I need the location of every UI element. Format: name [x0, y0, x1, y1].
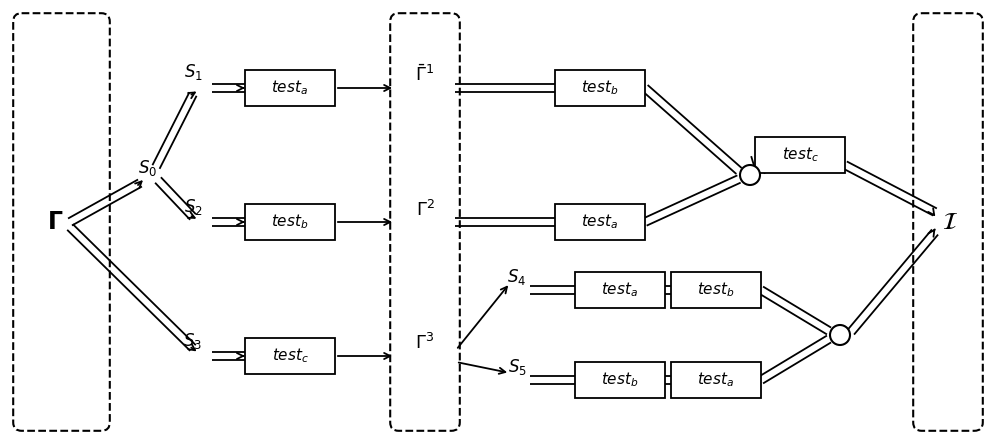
Bar: [245, 70, 335, 106]
Circle shape: [740, 165, 760, 185]
Text: $S_0$: $S_0$: [139, 158, 157, 178]
Text: $\mathit{test}_{a}$: $\mathit{test}_{a}$: [697, 371, 735, 389]
Bar: [671, 362, 761, 398]
Bar: [245, 204, 335, 240]
Text: $S_4$: $S_4$: [508, 267, 527, 287]
Text: $\Gamma^3$: $\Gamma^3$: [416, 333, 435, 353]
Circle shape: [830, 325, 850, 345]
Bar: [245, 338, 335, 374]
Bar: [755, 137, 845, 173]
Text: $\mathcal{I}$: $\mathcal{I}$: [942, 210, 958, 234]
Text: $\bar{\Gamma}^1$: $\bar{\Gamma}^1$: [416, 65, 435, 85]
Text: $\mathit{test}_{b}$: $\mathit{test}_{b}$: [697, 281, 735, 299]
Text: $\mathit{test}_{c}$: $\mathit{test}_{c}$: [271, 347, 309, 365]
Text: $\mathbf{\Gamma}$: $\mathbf{\Gamma}$: [47, 210, 63, 234]
Bar: [555, 70, 645, 106]
Text: $S_1$: $S_1$: [183, 62, 203, 82]
Text: $S_3$: $S_3$: [183, 331, 203, 351]
Text: $\mathit{test}_{a}$: $\mathit{test}_{a}$: [271, 79, 309, 97]
Bar: [575, 272, 665, 308]
Text: $\mathit{test}_{c}$: $\mathit{test}_{c}$: [781, 146, 819, 164]
Bar: [575, 362, 665, 398]
Text: $\mathit{test}_{a}$: $\mathit{test}_{a}$: [581, 213, 619, 231]
Bar: [671, 272, 761, 308]
Text: $S_5$: $S_5$: [508, 357, 527, 377]
Bar: [555, 204, 645, 240]
Text: $\Gamma^2$: $\Gamma^2$: [416, 200, 435, 220]
Text: $S_2$: $S_2$: [183, 197, 202, 217]
Text: $\mathit{test}_{b}$: $\mathit{test}_{b}$: [601, 371, 639, 389]
Text: $\mathit{test}_{b}$: $\mathit{test}_{b}$: [271, 213, 309, 231]
Text: $\mathit{test}_{b}$: $\mathit{test}_{b}$: [581, 79, 619, 97]
Text: $\mathit{test}_{a}$: $\mathit{test}_{a}$: [602, 281, 639, 299]
